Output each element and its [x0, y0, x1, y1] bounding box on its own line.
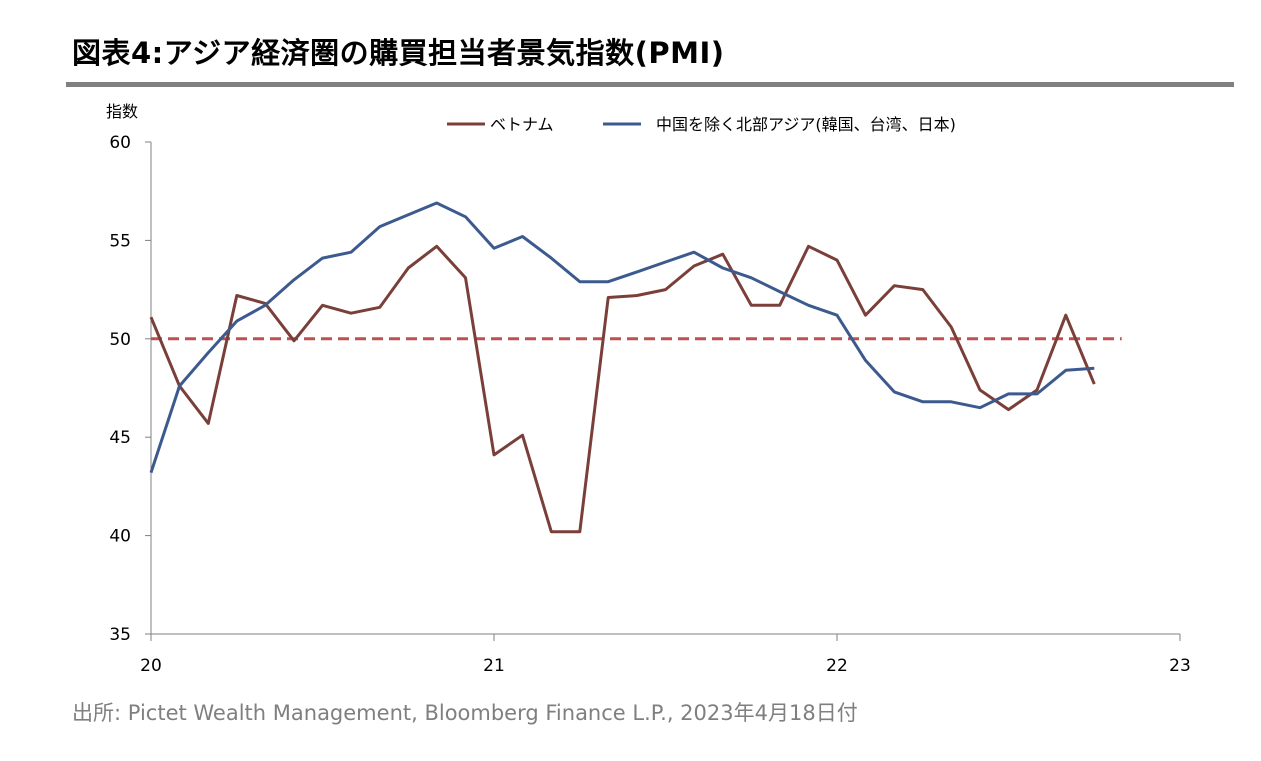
- legend-label-vietnam: ベトナム: [490, 115, 554, 134]
- chart-title: 図表4:アジア経済圏の購買担当者景気指数(PMI): [72, 36, 725, 70]
- series-line-vietnam: [149, 244, 1096, 534]
- y-tick-label: 35: [109, 625, 131, 645]
- legend-label-north-asia: 中国を除く北部アジア(韓国、台湾、日本): [656, 115, 956, 134]
- series-line-north-asia: [149, 201, 1095, 474]
- x-tick-label: 23: [1169, 656, 1191, 676]
- x-tick-label: 21: [483, 656, 505, 676]
- y-tick-label: 50: [109, 330, 131, 350]
- x-tick-label: 22: [826, 656, 848, 676]
- y-tick-label: 40: [109, 527, 131, 547]
- x-tick-label: 20: [140, 656, 162, 676]
- title-divider: [66, 82, 1234, 87]
- y-tick-label: 60: [109, 133, 131, 153]
- y-axis-label: 指数: [106, 102, 138, 121]
- y-tick-label: 55: [109, 231, 131, 251]
- y-tick-label: 45: [109, 428, 131, 448]
- source-note: 出所: Pictet Wealth Management, Bloomberg …: [72, 701, 858, 725]
